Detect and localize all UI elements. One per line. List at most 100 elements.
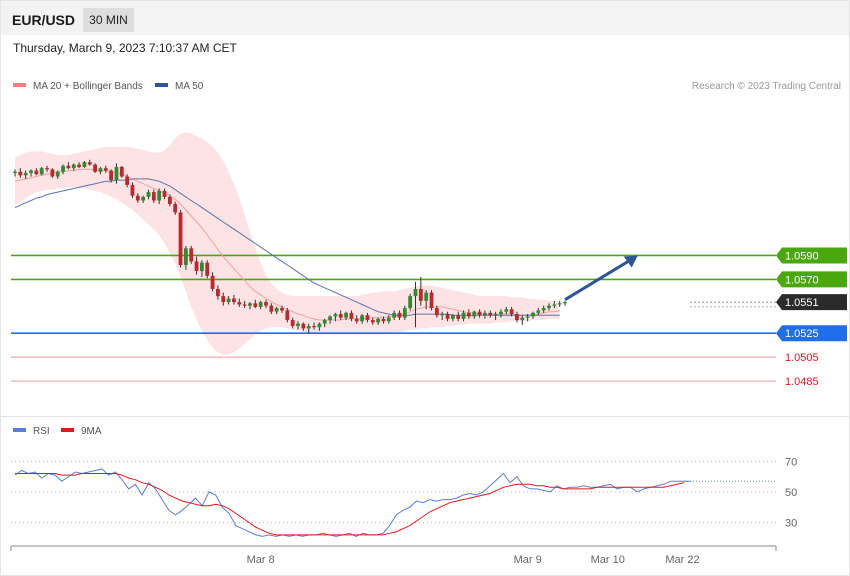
chart-header: EUR/USD 30 MIN: [1, 1, 849, 35]
candle: [557, 300, 562, 307]
candle: [461, 310, 466, 322]
candle: [226, 296, 231, 305]
candle: [499, 309, 503, 318]
candle: [93, 163, 97, 173]
candle-body: [146, 192, 151, 197]
rsi-legend-label: RSI: [33, 426, 50, 437]
candle-body: [29, 170, 33, 173]
candle: [285, 308, 290, 323]
panel-divider: [1, 416, 849, 417]
timeframe-badge[interactable]: 30 MIN: [83, 8, 134, 32]
candle: [77, 162, 81, 169]
candle: [429, 290, 434, 311]
level-badge-label: 1.0525: [785, 328, 819, 340]
candle-body: [183, 248, 188, 266]
candle: [386, 315, 391, 324]
candle: [328, 315, 332, 324]
candle: [520, 315, 525, 325]
candle: [397, 310, 402, 321]
candle: [434, 305, 439, 318]
candle-body: [87, 162, 92, 165]
candle: [269, 303, 274, 315]
candle: [467, 309, 471, 319]
candle: [18, 168, 23, 178]
candle-body: [536, 310, 541, 313]
candle: [173, 201, 178, 215]
candle-body: [397, 312, 402, 318]
candle: [333, 312, 338, 322]
candle-body: [344, 312, 348, 318]
candle: [114, 163, 119, 184]
candle-body: [563, 302, 567, 304]
candle-body: [18, 171, 23, 176]
candle-body: [328, 316, 332, 321]
candle-body: [381, 318, 386, 322]
candle-body: [499, 311, 503, 315]
candle-body: [456, 315, 461, 319]
candle-body: [200, 262, 204, 272]
candle: [98, 166, 103, 175]
candle-body: [274, 308, 279, 312]
candle-body: [349, 312, 354, 319]
candle-body: [141, 196, 146, 201]
candle-body: [434, 308, 439, 316]
candle-body: [285, 310, 290, 321]
candle: [103, 165, 108, 173]
candle-body: [408, 296, 413, 309]
candle-body: [483, 312, 487, 316]
candle: [61, 164, 65, 175]
candle: [87, 159, 92, 166]
candle-body: [493, 314, 498, 316]
candle: [376, 317, 381, 325]
candle-body: [162, 190, 167, 197]
candle-body: [317, 323, 322, 328]
candle: [45, 165, 49, 172]
candle: [194, 256, 199, 275]
candle-body: [477, 311, 482, 316]
candle-body: [429, 292, 434, 309]
candle: [354, 315, 359, 324]
ma50-swatch: [155, 83, 168, 88]
candle: [563, 300, 567, 306]
candle: [157, 188, 162, 205]
candle-body: [376, 318, 381, 323]
candle-body: [290, 320, 295, 327]
candle: [189, 245, 194, 264]
candle-body: [103, 168, 108, 171]
x-tick-label: Mar 9: [514, 554, 542, 566]
candle-body: [151, 192, 156, 201]
candle-body: [82, 162, 87, 167]
timestamp: Thursday, March 9, 2023 7:10:37 AM CET: [13, 41, 237, 55]
candle: [418, 276, 423, 306]
candle: [301, 322, 306, 331]
candle: [162, 188, 167, 200]
candle-body: [13, 171, 17, 173]
candle: [221, 292, 226, 306]
candle: [515, 311, 519, 323]
candle-body: [55, 171, 60, 177]
candle-body: [194, 261, 199, 272]
ma20-legend-label: MA 20 + Bollinger Bands: [33, 81, 143, 92]
candle-body: [440, 314, 445, 316]
candle: [381, 316, 386, 324]
candle: [488, 310, 493, 318]
candle: [109, 169, 114, 183]
candle-body: [77, 164, 81, 167]
rsi-tick-label: 70: [785, 456, 797, 468]
candle-body: [392, 312, 397, 318]
candle: [493, 311, 498, 321]
candle: [296, 321, 300, 330]
candle-body: [280, 308, 284, 311]
candle: [413, 281, 418, 328]
candle: [290, 317, 295, 329]
candle-body: [413, 288, 418, 297]
candle: [456, 311, 461, 322]
candle-body: [226, 298, 231, 303]
candle: [135, 193, 140, 203]
candle: [504, 306, 509, 315]
candle-body: [360, 315, 364, 322]
candle-body: [386, 317, 391, 322]
candle: [205, 260, 210, 279]
candle-body: [66, 165, 71, 169]
candle: [440, 311, 445, 321]
